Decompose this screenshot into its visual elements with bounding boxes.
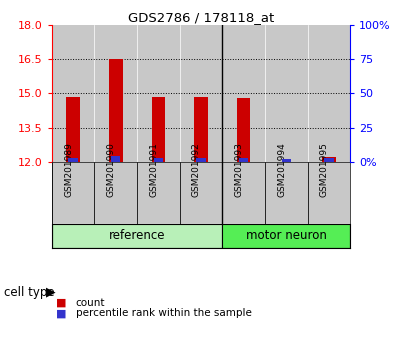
Text: GSM201990: GSM201990 — [107, 142, 116, 197]
Bar — [324, 158, 334, 162]
Bar — [154, 158, 163, 162]
Bar — [265, 162, 308, 224]
Bar — [179, 25, 222, 162]
Bar — [109, 59, 123, 162]
Bar — [94, 162, 137, 224]
Text: count: count — [76, 298, 105, 308]
Bar — [179, 162, 222, 224]
Text: GSM201994: GSM201994 — [277, 142, 286, 197]
Text: GSM201989: GSM201989 — [64, 142, 73, 197]
Bar — [322, 157, 336, 162]
Text: GSM201995: GSM201995 — [320, 142, 329, 197]
Bar — [196, 158, 206, 162]
Bar — [137, 25, 179, 162]
Text: GSM201993: GSM201993 — [235, 142, 244, 197]
Text: ▶: ▶ — [46, 286, 55, 298]
Bar — [281, 159, 291, 162]
Text: reference: reference — [109, 229, 165, 242]
Bar — [222, 162, 265, 224]
Text: ■: ■ — [56, 308, 66, 318]
Text: GSM201992: GSM201992 — [192, 142, 201, 197]
Text: cell type: cell type — [4, 286, 55, 298]
Text: percentile rank within the sample: percentile rank within the sample — [76, 308, 252, 318]
Bar — [222, 224, 350, 248]
Bar — [222, 25, 265, 162]
Bar — [308, 162, 350, 224]
Text: GSM201991: GSM201991 — [149, 142, 158, 197]
Bar — [111, 156, 120, 162]
Text: ■: ■ — [56, 298, 66, 308]
Bar — [52, 25, 94, 162]
Bar — [137, 162, 179, 224]
Bar — [52, 224, 222, 248]
Bar — [66, 97, 80, 162]
Bar — [194, 97, 208, 162]
Bar — [52, 162, 94, 224]
Bar — [308, 25, 350, 162]
Bar — [265, 25, 308, 162]
Bar — [239, 158, 248, 162]
Title: GDS2786 / 178118_at: GDS2786 / 178118_at — [128, 11, 274, 24]
Bar — [152, 97, 165, 162]
Text: motor neuron: motor neuron — [246, 229, 327, 242]
Bar — [94, 25, 137, 162]
Bar — [68, 158, 78, 162]
Bar — [237, 98, 250, 162]
